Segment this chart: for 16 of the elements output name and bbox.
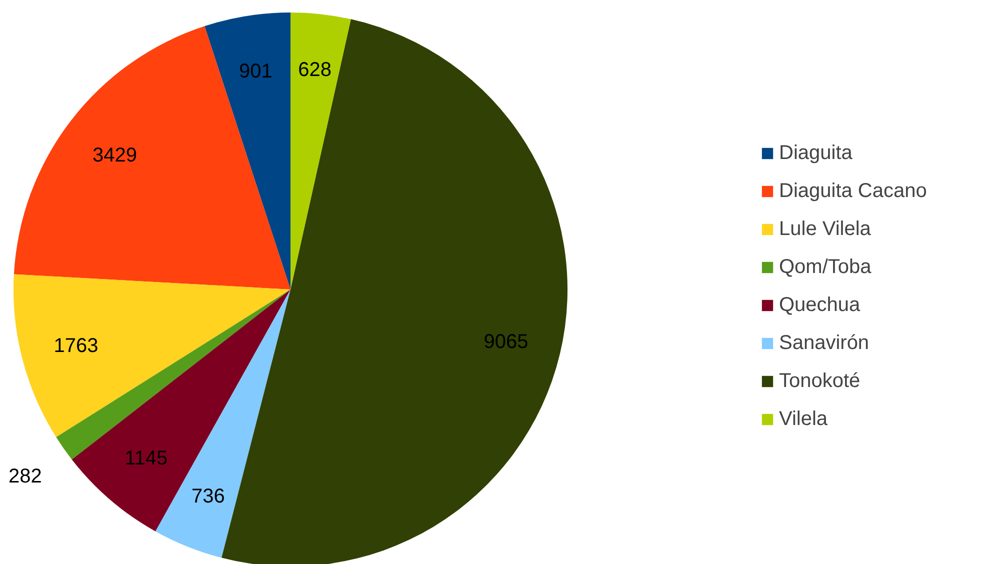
data-label: 736 bbox=[192, 485, 225, 508]
data-label: 1145 bbox=[124, 448, 168, 470]
legend-label: Diaguita bbox=[779, 140, 852, 166]
legend-label: Diaguita Cacano bbox=[779, 178, 927, 204]
legend-label: Lule Vilela bbox=[779, 216, 871, 242]
legend-label: Quechua bbox=[779, 292, 860, 318]
legend-label: Vilela bbox=[779, 406, 828, 432]
legend-label: Sanavirón bbox=[779, 330, 870, 356]
data-label: 901 bbox=[239, 60, 272, 83]
data-label: 9065 bbox=[484, 331, 528, 354]
legend-label: Tonokoté bbox=[779, 368, 860, 394]
data-label: 3429 bbox=[92, 144, 138, 166]
data-label: 282 bbox=[8, 466, 42, 488]
data-label: 628 bbox=[298, 59, 332, 82]
legend-label: Qom/Toba bbox=[779, 254, 872, 280]
data-label: 1763 bbox=[54, 335, 98, 358]
